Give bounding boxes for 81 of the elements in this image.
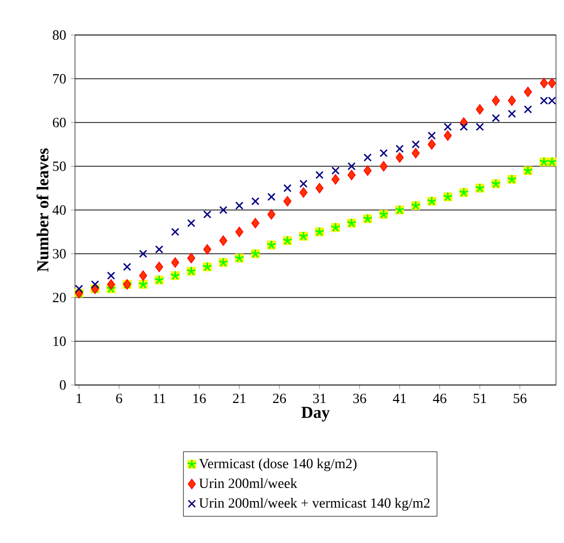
- point: [90, 280, 100, 288]
- point: [107, 272, 116, 280]
- point: [299, 180, 308, 188]
- point: [235, 202, 244, 210]
- x-tick-label: 16: [193, 394, 206, 404]
- point: [331, 166, 340, 175]
- legend-label: Urin 200ml/week: [199, 478, 298, 488]
- point: [476, 122, 484, 131]
- point: [380, 149, 388, 158]
- x-tick-label: 26: [273, 394, 286, 404]
- point: [412, 140, 420, 148]
- point: [524, 86, 532, 98]
- x-tick-label: 31: [313, 394, 326, 404]
- point: [364, 165, 372, 176]
- point: [267, 192, 276, 201]
- point: [492, 95, 500, 106]
- x-tick-label: 6: [116, 394, 122, 404]
- point: [444, 122, 452, 131]
- point: [251, 197, 260, 206]
- point: [219, 206, 228, 214]
- x-tick-label: 46: [433, 394, 446, 404]
- point: [203, 210, 212, 218]
- y-tick-label: 70: [53, 74, 66, 84]
- y-tick-label: 50: [53, 162, 66, 171]
- point: [139, 250, 148, 258]
- point: [267, 209, 276, 220]
- point: [155, 245, 164, 254]
- point: [299, 187, 308, 198]
- x-axis-title: Day: [301, 406, 330, 422]
- point: [219, 235, 228, 246]
- point: [428, 139, 436, 150]
- point: [508, 110, 516, 118]
- point: [492, 114, 500, 122]
- point: [396, 152, 404, 163]
- point: [203, 244, 212, 255]
- legend-label: Vermicast (dose 140 kg/m2): [199, 458, 357, 472]
- legend-label: Urin 200ml/week + vermicast 140 kg/m2: [199, 498, 430, 511]
- point: [348, 170, 356, 180]
- y-tick-label: 20: [52, 292, 66, 302]
- point: [508, 95, 516, 106]
- point: [412, 148, 420, 158]
- point: [74, 284, 84, 293]
- point: [316, 182, 324, 194]
- y-tick-label: 30: [52, 249, 66, 258]
- point: [332, 174, 340, 185]
- point: [476, 104, 484, 115]
- x-tick-label: 41: [392, 394, 406, 403]
- point: [428, 132, 436, 140]
- point: [460, 122, 468, 131]
- x-tick-label: 56: [514, 394, 527, 404]
- y-tick-label: 60: [52, 118, 66, 128]
- point: [139, 270, 148, 281]
- point: [444, 130, 452, 141]
- y-tick-label: 40: [52, 205, 66, 215]
- point: [524, 105, 532, 114]
- x-tick-label: 1: [76, 394, 82, 403]
- y-axis-title: Number of leaves: [36, 148, 48, 272]
- point: [380, 161, 388, 172]
- x-tick-label: 51: [474, 394, 486, 404]
- point: [107, 279, 116, 290]
- point: [171, 257, 180, 268]
- y-tick-label: 80: [52, 30, 66, 40]
- point: [315, 170, 324, 180]
- y-tick-label: 0: [60, 380, 66, 390]
- point: [251, 218, 260, 228]
- point: [123, 262, 132, 271]
- point: [540, 78, 548, 88]
- point: [283, 184, 292, 192]
- point: [171, 228, 180, 236]
- point: [396, 144, 404, 153]
- point: [348, 162, 356, 170]
- point: [155, 262, 164, 272]
- point: [235, 226, 244, 238]
- point: [187, 252, 196, 264]
- point: [187, 219, 196, 228]
- x-tick-label: 11: [154, 394, 166, 403]
- y-tick-label: 10: [54, 336, 66, 346]
- x-tick-label: 36: [353, 394, 366, 404]
- point: [364, 153, 372, 162]
- point: [283, 196, 292, 206]
- x-tick-label: 21: [232, 394, 246, 403]
